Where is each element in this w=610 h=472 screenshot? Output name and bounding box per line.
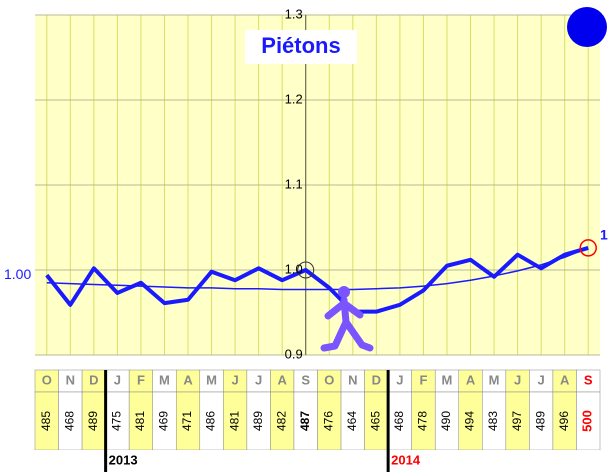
count-label: 483 bbox=[486, 411, 500, 431]
count-label: 489 bbox=[533, 411, 547, 431]
count-label: 465 bbox=[369, 411, 383, 431]
series-line bbox=[45, 245, 589, 314]
month-label: J bbox=[538, 372, 545, 387]
count-label: 464 bbox=[345, 411, 359, 431]
year-label: 2013 bbox=[109, 452, 138, 467]
year-label: 2014 bbox=[391, 452, 421, 467]
month-label: S bbox=[301, 372, 310, 387]
month-label: J bbox=[114, 372, 121, 387]
count-label: 475 bbox=[110, 411, 124, 431]
count-label: 490 bbox=[439, 411, 453, 431]
count-label: 486 bbox=[204, 411, 218, 431]
month-label: J bbox=[255, 372, 262, 387]
month-label: F bbox=[419, 372, 427, 387]
month-label: A bbox=[183, 372, 193, 387]
end-label: 1 bbox=[600, 227, 608, 243]
month-label: D bbox=[372, 372, 381, 387]
title-box bbox=[245, 30, 357, 64]
month-label: A bbox=[466, 372, 476, 387]
start-label: 1.00 bbox=[4, 266, 31, 282]
month-label: S bbox=[584, 372, 593, 387]
month-label: D bbox=[89, 372, 98, 387]
month-label: J bbox=[231, 372, 238, 387]
month-label: N bbox=[66, 372, 75, 387]
chart-title: Piétons bbox=[261, 33, 340, 58]
marker-circle bbox=[579, 239, 597, 257]
count-label: 481 bbox=[133, 411, 147, 431]
count-label: 476 bbox=[321, 411, 335, 431]
month-label: O bbox=[324, 372, 334, 387]
y-tick-label: 1.3 bbox=[285, 6, 303, 21]
count-label: 468 bbox=[62, 411, 76, 431]
month-label: M bbox=[442, 372, 453, 387]
month-label: J bbox=[396, 372, 403, 387]
month-label: A bbox=[277, 372, 287, 387]
month-label: A bbox=[560, 372, 570, 387]
y-tick-label: 0.9 bbox=[285, 346, 303, 361]
y-tick-label: 1.1 bbox=[285, 176, 303, 191]
marker-circle bbox=[297, 261, 315, 279]
count-label: 489 bbox=[86, 411, 100, 431]
month-label: F bbox=[137, 372, 145, 387]
y-tick-label: 1.0 bbox=[285, 261, 303, 276]
year-row bbox=[35, 450, 600, 472]
count-label: 496 bbox=[557, 411, 571, 431]
pedestrian bbox=[320, 286, 374, 352]
count-label: 471 bbox=[180, 411, 194, 431]
month-label: J bbox=[514, 372, 521, 387]
month-label: M bbox=[206, 372, 217, 387]
count-label: 487 bbox=[298, 411, 312, 431]
month-label: M bbox=[159, 372, 170, 387]
count-label: 489 bbox=[251, 411, 265, 431]
count-label: 481 bbox=[227, 411, 241, 431]
month-label: O bbox=[42, 372, 52, 387]
count-label: 478 bbox=[416, 411, 430, 431]
month-label: N bbox=[348, 372, 357, 387]
count-label: 482 bbox=[274, 411, 288, 431]
count-label: 485 bbox=[39, 411, 53, 431]
month-label: M bbox=[489, 372, 500, 387]
count-label: 500 bbox=[580, 410, 595, 432]
y-tick-label: 1.2 bbox=[285, 91, 303, 106]
series-line bbox=[46, 247, 589, 291]
count-label: 497 bbox=[510, 411, 524, 431]
count-label: 494 bbox=[463, 411, 477, 431]
count-label: 468 bbox=[392, 411, 406, 431]
blue-dot bbox=[567, 7, 607, 47]
count-label: 469 bbox=[157, 411, 171, 431]
